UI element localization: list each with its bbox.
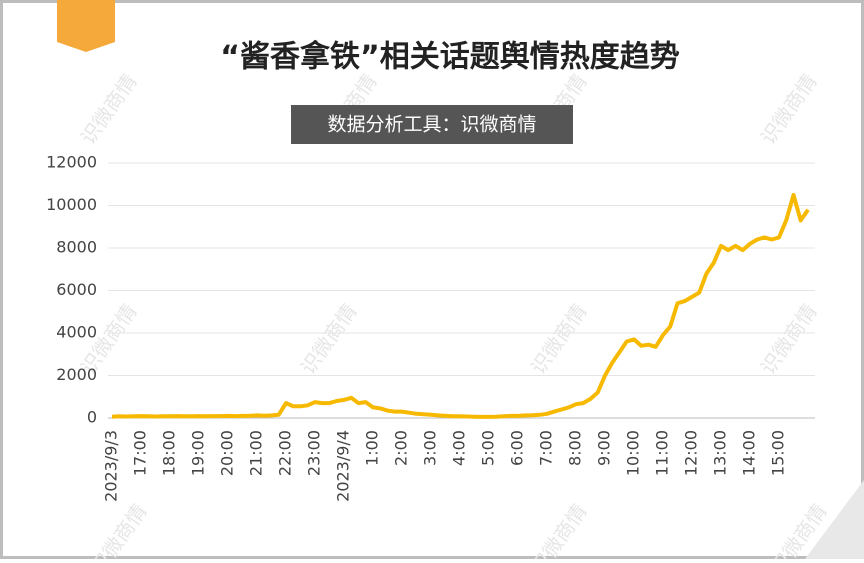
- y-tick-label: 10000: [46, 195, 97, 214]
- x-tick-label: 8:00: [565, 430, 584, 466]
- x-tick-label: 23:00: [304, 430, 323, 476]
- x-tick-label: 2023/9/4: [333, 430, 352, 502]
- y-tick-label: 0: [87, 408, 97, 427]
- y-tick-label: 6000: [56, 280, 97, 299]
- x-tick-label: 2023/9/3: [102, 430, 121, 502]
- x-tick-label: 18:00: [159, 430, 178, 476]
- x-tick-label: 6:00: [507, 430, 526, 466]
- x-tick-label: 10:00: [623, 430, 642, 476]
- y-tick-label: 4000: [56, 323, 97, 342]
- subtitle-box: [291, 105, 573, 144]
- y-tick-label: 2000: [56, 365, 97, 384]
- x-tick-label: 20:00: [217, 430, 236, 476]
- x-tick-label: 14:00: [739, 430, 758, 476]
- x-tick-label: 3:00: [420, 430, 439, 466]
- x-tick-label: 13:00: [710, 430, 729, 476]
- x-tick-label: 12:00: [681, 430, 700, 476]
- bookmark-tab: [57, 0, 115, 52]
- x-tick-label: 4:00: [449, 430, 468, 466]
- chart-title: “酱香拿铁”相关话题舆情热度趋势: [220, 40, 679, 75]
- x-tick-label: 5:00: [478, 430, 497, 466]
- page-curl: [805, 480, 864, 559]
- x-tick-label: 17:00: [130, 430, 149, 476]
- x-tick-label: 7:00: [536, 430, 555, 466]
- line: [111, 192, 810, 419]
- x-tick-label: 9:00: [594, 430, 613, 466]
- y-tick-label: 8000: [56, 238, 97, 257]
- subtitle: 数据分析工具：识微商情: [327, 114, 536, 136]
- x-tick-label: 22:00: [275, 430, 294, 476]
- y-tick-label: 12000: [46, 153, 97, 172]
- x-tick-label: 15:00: [768, 430, 787, 476]
- x-tick-label: 11:00: [652, 430, 671, 476]
- x-tick-label: 1:00: [362, 430, 381, 466]
- x-tick-label: 21:00: [246, 430, 265, 476]
- x-tick-label: 2:00: [391, 430, 410, 466]
- x-tick-label: 19:00: [188, 430, 207, 476]
